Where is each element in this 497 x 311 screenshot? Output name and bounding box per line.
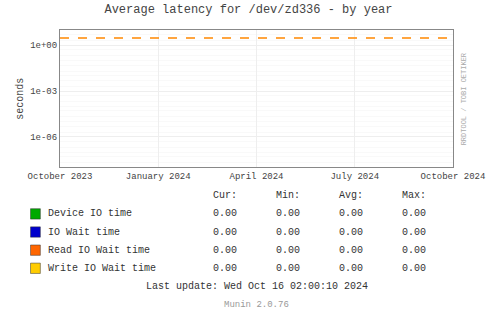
svg-text:1e-03: 1e-03 <box>30 87 57 97</box>
svg-text:Avg:: Avg: <box>339 190 363 201</box>
svg-text:0.00: 0.00 <box>339 245 363 256</box>
svg-text:Min:: Min: <box>276 190 300 201</box>
svg-text:1e+00: 1e+00 <box>30 41 57 51</box>
svg-text:0.00: 0.00 <box>276 263 300 274</box>
svg-text:0.00: 0.00 <box>339 263 363 274</box>
svg-text:0.00: 0.00 <box>339 208 363 219</box>
svg-text:0.00: 0.00 <box>276 208 300 219</box>
svg-text:Read IO Wait time: Read IO Wait time <box>48 245 150 256</box>
svg-text:October 2023: October 2023 <box>28 172 93 182</box>
svg-text:Write IO Wait time: Write IO Wait time <box>48 263 156 274</box>
svg-text:Last update: Wed Oct 16 02:00:: Last update: Wed Oct 16 02:00:10 2024 <box>146 281 368 292</box>
svg-text:RRDTOOL / TOBI OETIKER: RRDTOOL / TOBI OETIKER <box>460 52 468 145</box>
svg-text:seconds: seconds <box>15 78 26 120</box>
svg-text:Device IO time: Device IO time <box>48 208 132 219</box>
svg-text:0.00: 0.00 <box>213 227 237 238</box>
svg-text:Munin 2.0.76: Munin 2.0.76 <box>224 300 289 310</box>
svg-text:1e-06: 1e-06 <box>30 133 57 143</box>
svg-text:October 2024: October 2024 <box>421 172 486 182</box>
svg-text:0.00: 0.00 <box>213 208 237 219</box>
svg-text:Max:: Max: <box>402 190 426 201</box>
svg-text:0.00: 0.00 <box>276 245 300 256</box>
svg-text:0.00: 0.00 <box>213 263 237 274</box>
svg-text:0.00: 0.00 <box>339 227 363 238</box>
svg-text:0.00: 0.00 <box>402 263 426 274</box>
svg-text:0.00: 0.00 <box>213 245 237 256</box>
svg-text:0.00: 0.00 <box>402 245 426 256</box>
svg-text:0.00: 0.00 <box>276 227 300 238</box>
svg-text:IO Wait time: IO Wait time <box>48 227 120 238</box>
svg-text:July 2024: July 2024 <box>330 172 379 182</box>
svg-text:Average latency for /dev/zd336: Average latency for /dev/zd336 - by year <box>104 3 392 17</box>
svg-text:April 2024: April 2024 <box>229 172 283 182</box>
svg-text:January 2024: January 2024 <box>126 172 191 182</box>
svg-text:0.00: 0.00 <box>402 227 426 238</box>
svg-text:Cur:: Cur: <box>213 190 237 201</box>
svg-text:0.00: 0.00 <box>402 208 426 219</box>
